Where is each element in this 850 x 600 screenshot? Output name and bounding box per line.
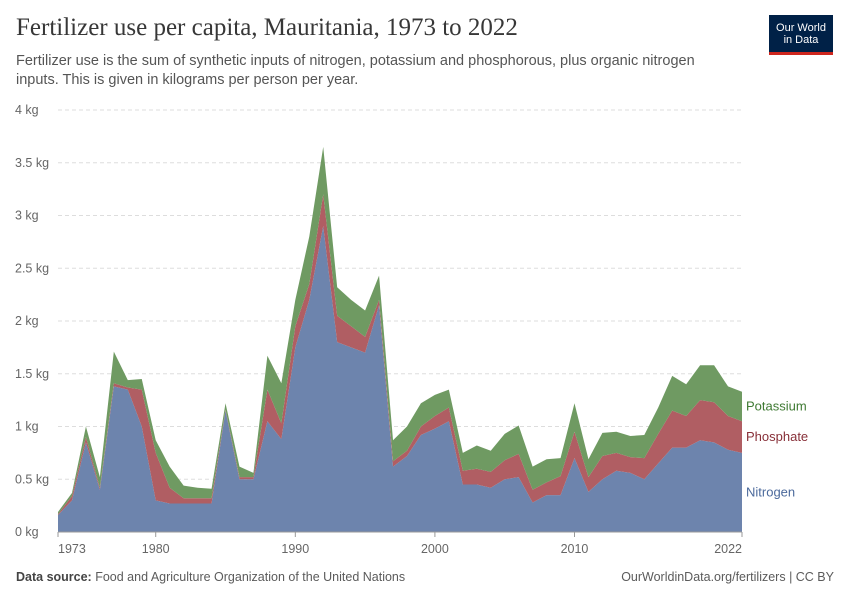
- x-tick-label: 2022: [714, 542, 742, 556]
- y-tick-label: 2.5 kg: [15, 261, 49, 275]
- axes: 0 kg 0.5 kg 1 kg 1.5 kg 2 kg 2.5 kg 3 kg 3.5 kg…: [15, 103, 743, 556]
- x-tick-label: 1990: [281, 542, 309, 556]
- series-label-phosphate: Phosphate: [746, 429, 808, 444]
- y-tick-label: 3.5 kg: [15, 156, 49, 170]
- series-label-potassium: Potassium: [746, 398, 807, 413]
- y-tick-label: 0.5 kg: [15, 472, 49, 486]
- logo-line-2: in Data: [783, 33, 819, 46]
- data-source-text: Food and Agriculture Organization of the…: [95, 570, 406, 584]
- x-tick-label: 1980: [142, 542, 170, 556]
- stacked-area-chart: 0 kg 0.5 kg 1 kg 1.5 kg 2 kg 2.5 kg 3 kg 3.5 kg…: [15, 103, 808, 556]
- credit-link[interactable]: OurWorldinData.org/fertilizers | CC BY: [621, 570, 834, 584]
- gridlines: [58, 109, 742, 480]
- data-source: Data source: Food and Agriculture Organi…: [16, 570, 405, 584]
- area-potassium[interactable]: [58, 146, 742, 515]
- y-tick-label: 2 kg: [15, 314, 39, 328]
- chart-title: Fertilizer use per capita, Mauritania, 1…: [16, 14, 518, 41]
- y-tick-label: 3 kg: [15, 209, 39, 223]
- x-tick-label: 2000: [421, 542, 449, 556]
- y-tick-label: 1 kg: [15, 420, 39, 434]
- y-tick-label: 0 kg: [15, 525, 39, 539]
- y-tick-label: 1.5 kg: [15, 367, 49, 381]
- area-series-group: [58, 146, 742, 533]
- logo-line-1: Our World: [776, 21, 826, 34]
- chart-subtitle: Fertilizer use is the sum of synthetic i…: [16, 53, 695, 88]
- area-nitrogen[interactable]: [58, 226, 742, 533]
- x-tick-label: 2010: [561, 542, 589, 556]
- series-labels: Nitrogen Phosphate Potassium: [746, 398, 808, 499]
- owid-logo[interactable]: Our World in Data: [769, 15, 833, 55]
- x-tick-label: 1973: [58, 542, 86, 556]
- series-label-nitrogen: Nitrogen: [746, 484, 795, 499]
- y-tick-label: 4 kg: [15, 103, 39, 117]
- data-source-label: Data source:: [16, 570, 92, 584]
